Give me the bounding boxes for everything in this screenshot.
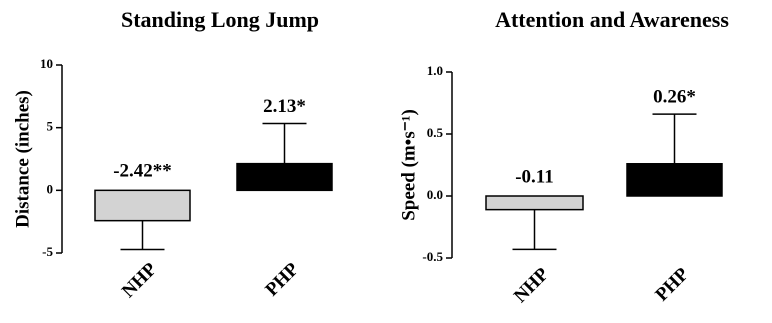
chart-title: Standing Long Jump xyxy=(121,7,319,32)
bar xyxy=(626,163,723,197)
y-tick-label: 10 xyxy=(40,56,53,71)
y-tick-label: 5 xyxy=(47,119,54,134)
y-tick-label: 0 xyxy=(47,181,54,196)
y-tick-label: -5 xyxy=(42,244,53,259)
value-label: -2.42** xyxy=(113,161,172,182)
chart-title: Attention and Awareness xyxy=(495,7,729,32)
x-tick-label: NHP xyxy=(118,258,161,301)
y-tick-label: 0.0 xyxy=(427,187,443,202)
value-label: 0.26* xyxy=(653,87,696,108)
x-tick-label: PHP xyxy=(261,258,303,300)
x-tick-label: PHP xyxy=(651,263,693,305)
bar xyxy=(485,195,584,211)
value-label: 2.13* xyxy=(263,96,306,117)
y-tick-label: 1.0 xyxy=(427,63,443,78)
value-label: -0.11 xyxy=(515,166,554,187)
y-tick-label: -0.5 xyxy=(422,249,443,264)
y-axis-label: Distance (inches) xyxy=(12,90,33,228)
y-tick-label: 0.5 xyxy=(427,125,444,140)
bar xyxy=(236,162,333,192)
y-axis-label: Speed (m•s⁻¹) xyxy=(398,109,419,221)
x-tick-label: NHP xyxy=(510,263,553,306)
bar xyxy=(94,189,191,222)
